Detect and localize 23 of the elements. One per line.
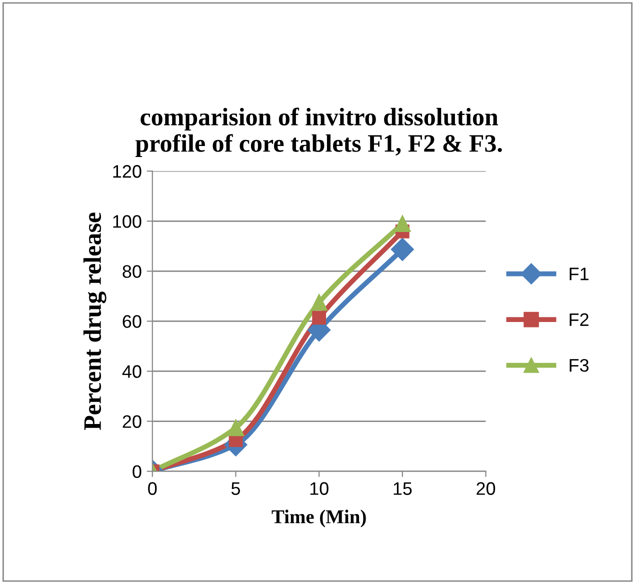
point xyxy=(227,419,244,436)
x-tick-label: 5 xyxy=(231,482,240,495)
point xyxy=(312,310,326,325)
legend-label: F2 xyxy=(570,313,588,326)
chart-title: comparision of invitro dissolution profile of core tablets F1, F2 & F3. xyxy=(136,108,502,157)
point xyxy=(310,294,328,311)
legend-label: F3 xyxy=(570,358,589,372)
y-axis-title: Percent drug release xyxy=(83,212,106,430)
point xyxy=(390,238,414,261)
y-tick-label: 40 xyxy=(122,365,142,378)
x-tick-label: 0 xyxy=(148,482,157,495)
y-tick-label: 100 xyxy=(113,215,142,228)
x-tick-label: 20 xyxy=(476,482,496,495)
legend-label: F1 xyxy=(570,268,588,280)
y-tick-label: 120 xyxy=(113,165,142,178)
x-axis-title: Time (Min) xyxy=(272,510,366,528)
x-tick-label: 15 xyxy=(394,482,412,495)
x-tick-label: 10 xyxy=(310,482,328,495)
y-tick-label: 80 xyxy=(122,265,142,278)
y-tick-label: 0 xyxy=(132,465,142,478)
y-tick-label: 60 xyxy=(122,315,142,328)
point xyxy=(394,215,411,232)
y-tick-label: 20 xyxy=(122,415,142,428)
